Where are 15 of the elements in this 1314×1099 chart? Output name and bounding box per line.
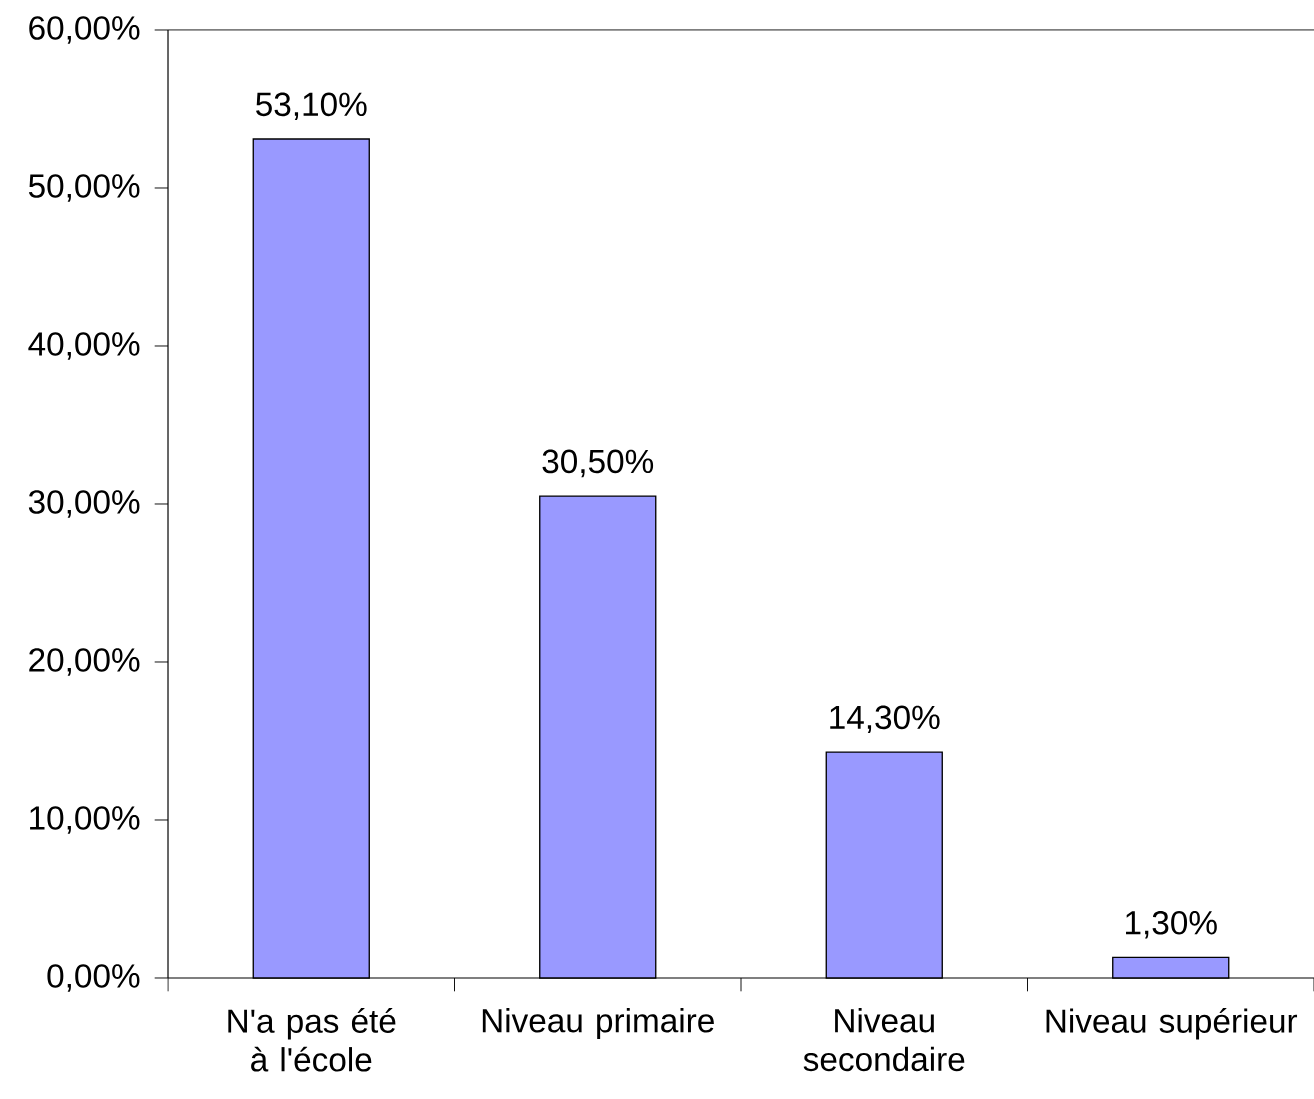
data-label: 14,30%: [830, 705, 940, 734]
x-tick-label: Niveau supérieur: [1046, 1008, 1298, 1040]
y-tick-label: 50,00%: [28, 174, 140, 202]
y-tick-label: 20,00%: [29, 648, 140, 676]
y-tick-label: 30,00%: [28, 490, 140, 518]
data-label: 30,50%: [542, 449, 654, 478]
x-tick-label: Niveau secondaire: [803, 1008, 965, 1072]
y-tick-label: 10,00%: [30, 806, 140, 834]
y-tick-label: 60,00%: [29, 16, 140, 44]
x-tick-label: Niveau primaire: [482, 1008, 714, 1040]
y-tick-label: 0,00%: [47, 964, 140, 992]
data-label: 1,30%: [1126, 910, 1217, 939]
data-label: 53,10%: [256, 92, 367, 121]
x-tick-label: N'a pas été à l'école: [228, 1008, 396, 1072]
y-tick-label: 40,00%: [28, 332, 140, 360]
